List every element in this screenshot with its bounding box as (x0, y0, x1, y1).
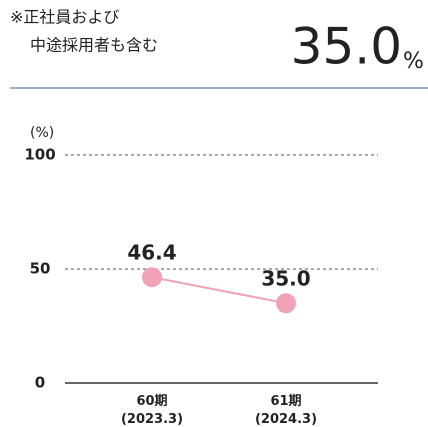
point (142, 267, 162, 288)
headline-unit: % (403, 49, 424, 74)
point (276, 293, 296, 314)
x-tick-label: 61期(2024.3) (255, 394, 317, 427)
y-axis-label: (%) (30, 125, 54, 141)
line (151, 276, 287, 305)
y-tick-label: 50 (30, 260, 51, 278)
data-label: 46.4 (127, 241, 176, 265)
headline-value: 35.0 (291, 18, 402, 76)
x-tick-label: 60期(2023.3) (121, 394, 183, 427)
note-line: 中途採用者も含む (30, 36, 158, 55)
y-tick-label: 100 (24, 146, 55, 164)
note-line: ※正社員および (10, 8, 119, 27)
y-tick-label: 0 (35, 374, 45, 392)
data-label: 35.0 (261, 267, 310, 291)
